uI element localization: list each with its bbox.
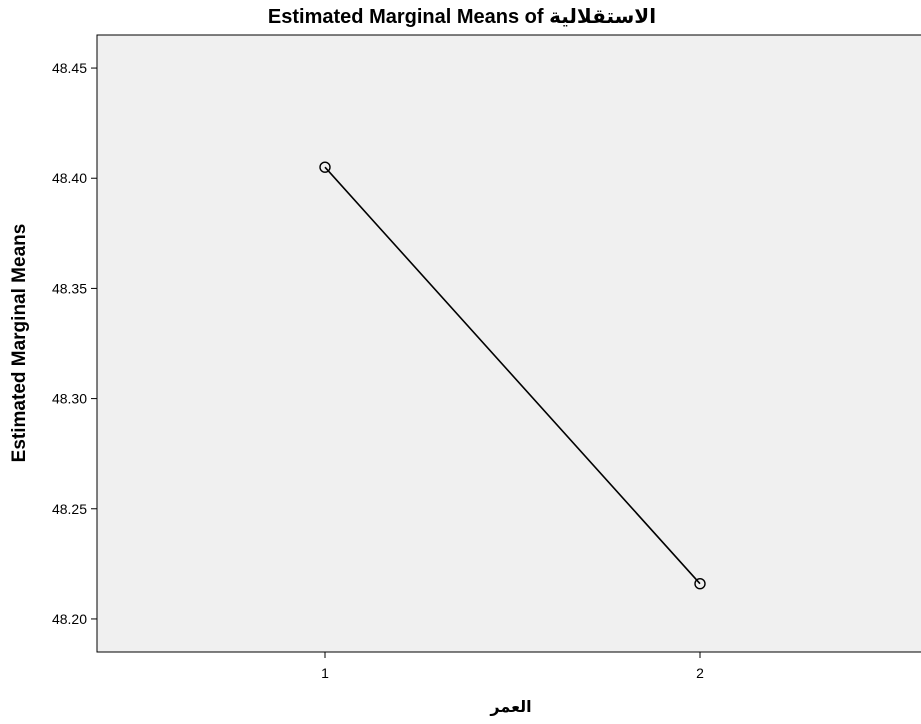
y-tick-label-5: 48.45 bbox=[52, 60, 87, 76]
series-layer bbox=[319, 161, 706, 590]
y-tick-label-1: 48.25 bbox=[52, 501, 87, 517]
x-axis-label: العمر bbox=[489, 697, 531, 716]
y-axis: 48.20 48.25 48.30 48.35 48.40 48.45 bbox=[52, 60, 97, 627]
data-point-0-1 bbox=[694, 577, 706, 590]
chart-title: Estimated Marginal Means of الاستقلالية bbox=[268, 6, 656, 28]
y-tick-label-2: 48.30 bbox=[52, 391, 87, 407]
plot-area bbox=[96, 34, 921, 653]
y-axis-label: Estimated Marginal Means bbox=[9, 224, 30, 463]
data-point-0-0 bbox=[319, 161, 331, 173]
y-tick-label-3: 48.35 bbox=[52, 280, 87, 296]
y-tick-label-0: 48.20 bbox=[52, 611, 87, 627]
x-tick-label-0: 1 bbox=[321, 665, 329, 681]
series-line-0 bbox=[324, 166, 701, 585]
x-tick-label-1: 2 bbox=[696, 665, 704, 681]
y-tick-label-4: 48.40 bbox=[52, 170, 87, 186]
